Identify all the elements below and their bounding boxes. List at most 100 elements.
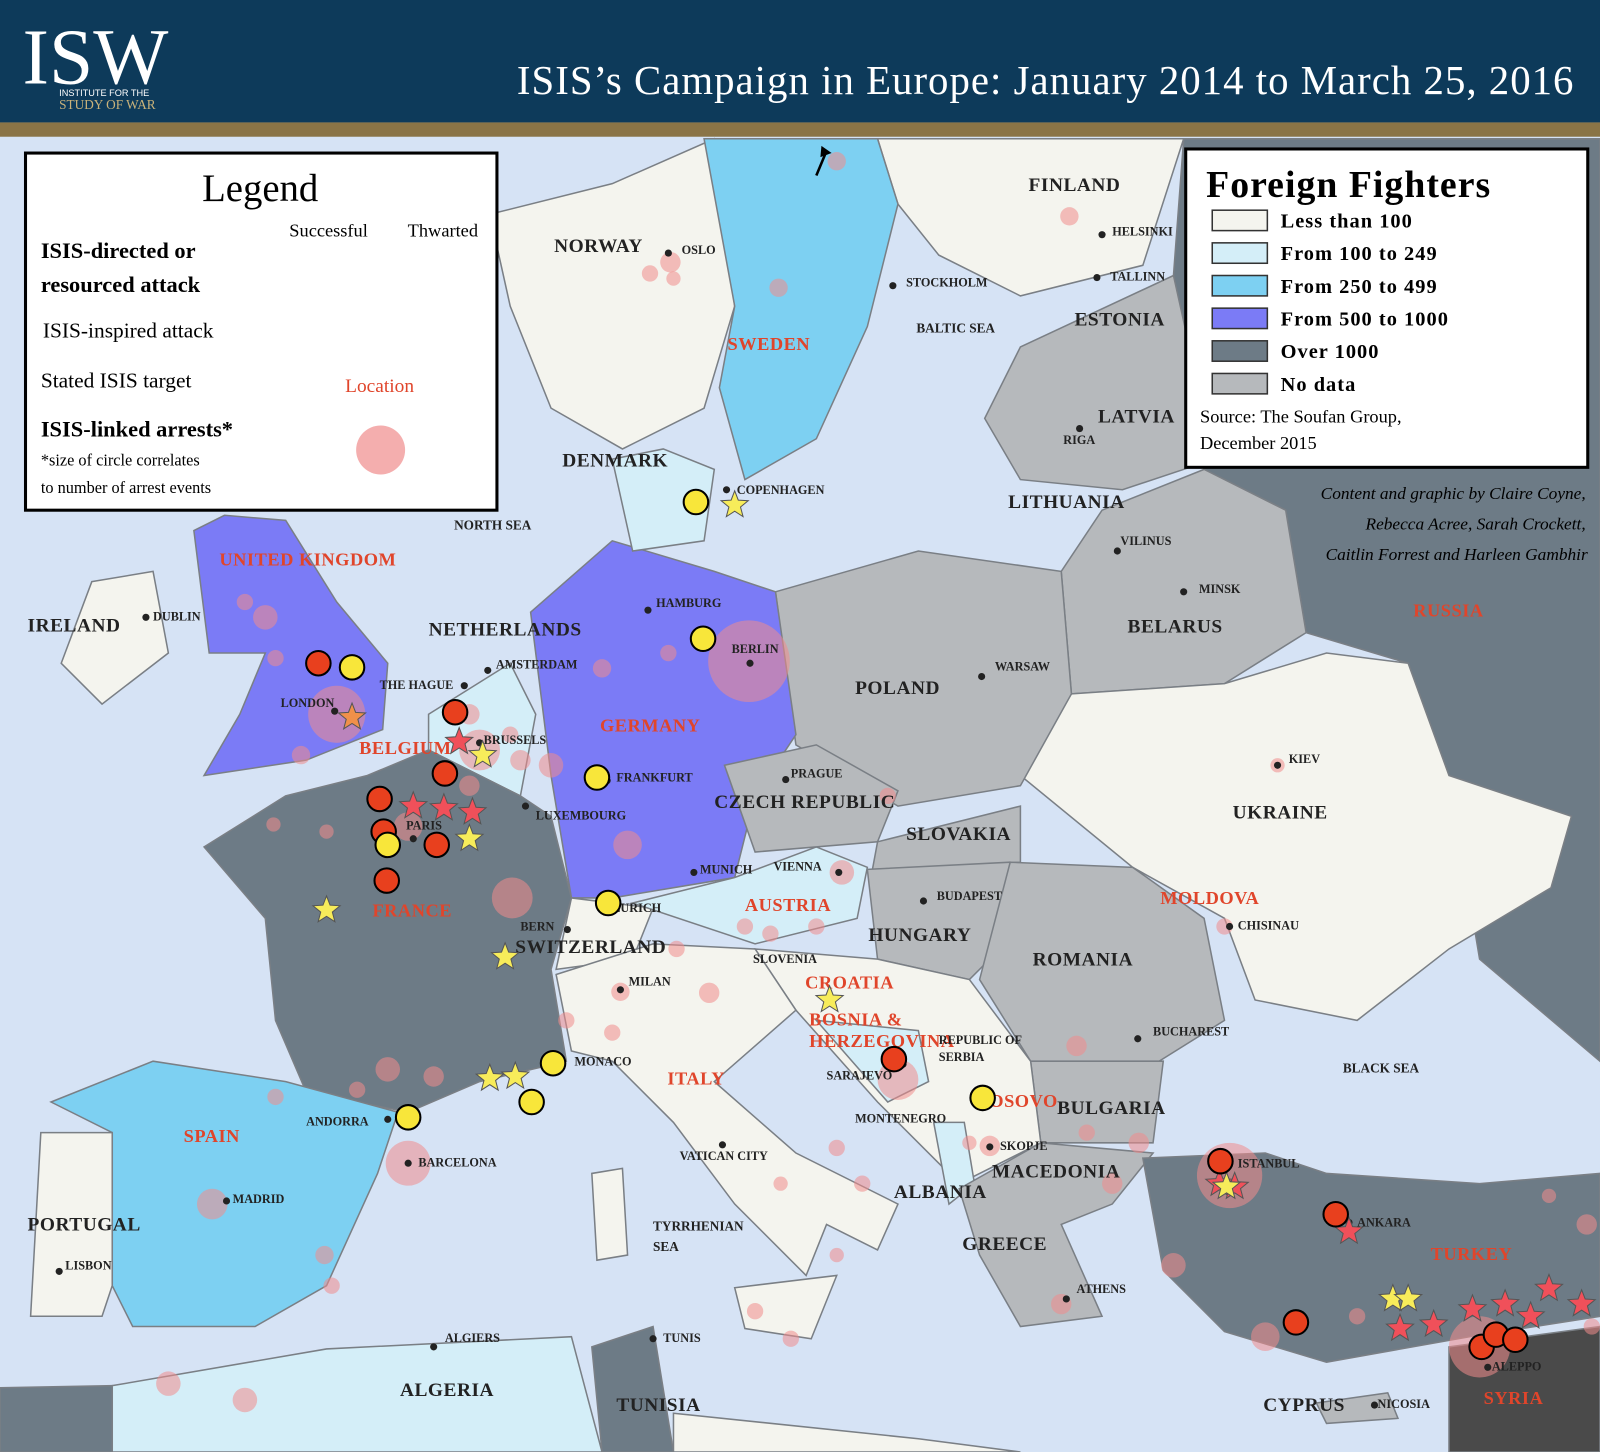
target-label: HERZEGOVINA: [809, 1031, 955, 1051]
city-dot: [1273, 761, 1282, 769]
thwarted-inspired: [969, 1084, 996, 1112]
city-label: MONTENEGRO: [855, 1111, 946, 1125]
country-label: POLAND: [855, 678, 940, 699]
thwarted-directed: [423, 831, 450, 859]
city-dot: [409, 835, 417, 843]
city-label: VIENNA: [773, 859, 821, 873]
city-label: MADRID: [233, 1192, 285, 1206]
ireland: [60, 570, 170, 706]
sea-label: BALTIC SEA: [916, 321, 995, 336]
city-label: COPENHAGEN: [737, 483, 825, 497]
directed-attack-star: [1418, 1308, 1449, 1338]
logo-sub: STUDY OF WAR: [59, 97, 156, 112]
ff-label: Over 1000: [1281, 341, 1380, 363]
city-label: LONDON: [281, 696, 335, 710]
city-dot: [142, 613, 150, 621]
legend-col: Thwarted: [408, 221, 478, 241]
city-label: KIEV: [1289, 752, 1320, 766]
country-label: LITHUANIA: [1008, 492, 1125, 513]
turkey: [1141, 1152, 1600, 1363]
city-label: VILINUS: [1120, 534, 1171, 548]
city-label: BARCELONA: [418, 1155, 496, 1169]
czech-republic: [723, 744, 899, 853]
country-label: ALGERIA: [400, 1380, 494, 1401]
city-label: BERN: [520, 920, 554, 934]
country-label: NORWAY: [554, 236, 643, 257]
country-label: UKRAINE: [1233, 802, 1328, 823]
city-dot: [460, 682, 468, 690]
city-label: DUBLIN: [153, 609, 201, 623]
arrest-circle: [266, 817, 281, 832]
directed-attack-star: [1490, 1288, 1521, 1317]
arrest-circle: [828, 1139, 845, 1157]
target-label: ITALY: [667, 1069, 725, 1089]
target-label: CROATIA: [805, 973, 894, 993]
target-label: SYRIA: [1484, 1388, 1544, 1408]
logo-sub: INSTITUTE FOR THE: [59, 88, 149, 98]
arrest-circle: [253, 605, 278, 630]
arrest-circle: [538, 753, 564, 778]
arrest-circle: [236, 593, 254, 611]
inspired-attack-star: [467, 739, 498, 768]
legend-row: resourced attack: [41, 272, 201, 297]
directed-attack-star: [1385, 1312, 1415, 1342]
inspired-attack-star: [1393, 1283, 1424, 1312]
city-label: HAMBURG: [656, 596, 722, 610]
city-label: MILAN: [629, 975, 671, 989]
denmark: [611, 448, 716, 552]
city-label: LISBON: [65, 1258, 111, 1272]
ff-label: No data: [1281, 374, 1357, 396]
city-dot: [722, 486, 731, 494]
thwarted-directed: [366, 785, 393, 813]
city-dot: [835, 868, 843, 876]
arrest-circle: [232, 1387, 258, 1413]
arrest-circle: [592, 659, 612, 678]
target-label: BELGIUM: [359, 738, 451, 758]
city-label: ALEPPO: [1492, 1359, 1542, 1373]
arrest-circle: [502, 726, 519, 743]
thwarted-directed: [431, 760, 459, 787]
arrest-circle: [736, 918, 754, 935]
thwarted-directed: [305, 649, 332, 677]
city-label: LUXEMBOURG: [536, 808, 627, 822]
title: ISIS’s Campaign in Europe: January 2014 …: [517, 58, 1575, 103]
arrest-circle: [1060, 207, 1079, 226]
target-label: SPAIN: [184, 1126, 241, 1146]
arrest-circle: [267, 1088, 284, 1106]
city-dot: [384, 1115, 392, 1123]
city-dot: [55, 1267, 63, 1275]
city-label: TALLINN: [1110, 270, 1165, 284]
country-label: SWITZERLAND: [515, 937, 666, 958]
target-label: TURKEY: [1431, 1244, 1513, 1264]
legend-row: Stated ISIS target: [41, 369, 192, 393]
ff-label: Less than 100: [1281, 211, 1413, 233]
city-label: MINSK: [1199, 582, 1241, 596]
city-dot: [718, 1141, 727, 1149]
arrest-circle: [854, 1175, 871, 1192]
country-label: LATVIA: [1098, 406, 1175, 427]
arrest-circle: [829, 1247, 844, 1263]
sea-label: TYRRHENIAN: [653, 1219, 744, 1234]
arrest-circle: [613, 830, 642, 860]
north-arrow-head: [820, 145, 832, 158]
city-dot: [222, 1197, 231, 1205]
sea-label: BLACK SEA: [1343, 1060, 1420, 1075]
sardinia: [591, 1167, 629, 1262]
city-label: SERBIA: [939, 1050, 985, 1064]
directed-attack-star: [428, 792, 459, 821]
arrest-circle: [558, 1012, 575, 1029]
thwarted-inspired: [394, 1104, 422, 1131]
city-dot: [1484, 1363, 1492, 1371]
country-label: MACEDONIA: [992, 1162, 1120, 1183]
city-label: PRAGUE: [791, 767, 843, 781]
arrest-circle: [267, 649, 284, 667]
city-label: ANDORRA: [306, 1114, 369, 1128]
france: [202, 749, 573, 1114]
legend-title: Legend: [202, 167, 318, 210]
thwarted-directed: [1282, 1309, 1310, 1336]
ff-label: From 250 to 499: [1281, 276, 1438, 298]
arrest-circle: [1128, 1132, 1149, 1154]
city-dot: [563, 925, 571, 934]
legend-row: ISIS-inspired attack: [43, 319, 214, 343]
